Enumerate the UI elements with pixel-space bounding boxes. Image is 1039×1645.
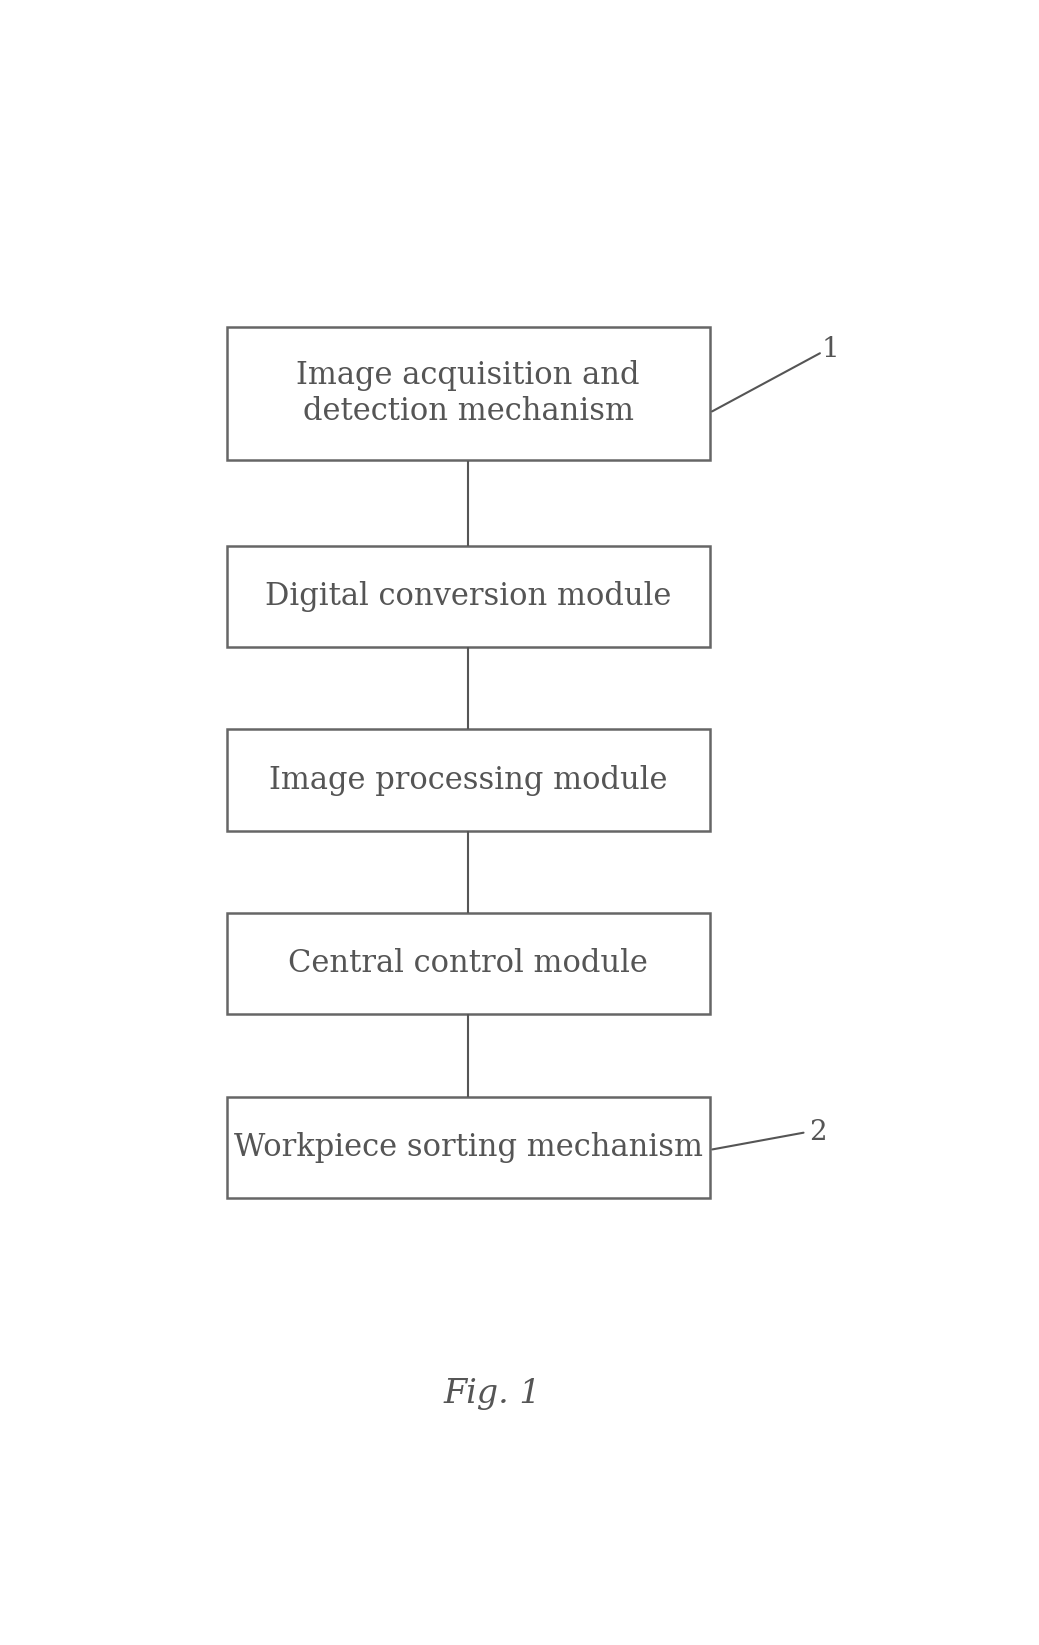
Bar [227, 327, 710, 461]
Bar [227, 913, 710, 1015]
Text: Central control module: Central control module [288, 948, 648, 979]
Text: Image processing module: Image processing module [269, 765, 667, 796]
Text: Image acquisition and
detection mechanism: Image acquisition and detection mechanis… [296, 360, 640, 428]
Text: Digital conversion module: Digital conversion module [265, 581, 671, 612]
Bar [227, 729, 710, 831]
Text: 1: 1 [822, 336, 840, 364]
Bar [227, 1097, 710, 1198]
Text: Fig. 1: Fig. 1 [444, 1379, 541, 1410]
Bar [227, 546, 710, 646]
Text: Workpiece sorting mechanism: Workpiece sorting mechanism [234, 1132, 702, 1163]
Text: 2: 2 [809, 1119, 827, 1145]
